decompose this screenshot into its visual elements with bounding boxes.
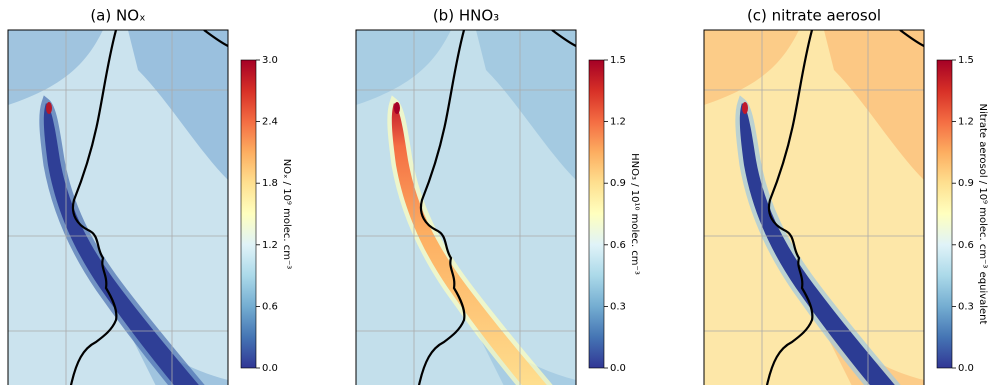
map-patch — [128, 30, 228, 180]
plume — [43, 103, 199, 385]
colorbar-tick-label: 0.3 — [610, 301, 626, 312]
colorbar-tick-label: 1.2 — [610, 117, 626, 128]
map — [8, 30, 228, 385]
coastline — [203, 30, 228, 47]
map-frame — [7, 29, 229, 385]
panel-title: (a) NOₓ — [90, 7, 145, 25]
panel-title: (c) nitrate aerosol — [747, 7, 881, 25]
colorbar-tick-label: 0.6 — [262, 301, 278, 312]
colorbar-tick-label: 1.5 — [610, 55, 626, 66]
colorbar-tick-label: 0.6 — [958, 240, 974, 251]
map-patch — [704, 30, 799, 105]
colorbar-tick-label: 0.6 — [610, 240, 626, 251]
colorbar-label: Nitrate aerosol / 10⁹ molec. cm⁻³ equiva… — [977, 104, 988, 325]
colorbar-tick-label: 0.0 — [958, 363, 974, 374]
colorbar-label: HNO₃ / 10¹⁰ molec. cm⁻³ — [629, 153, 640, 275]
map-frame — [703, 29, 925, 385]
map-patch — [476, 330, 576, 385]
plume — [391, 103, 547, 385]
coastline — [551, 30, 576, 47]
colorbar-tick-label: 2.4 — [262, 117, 278, 128]
coastline — [899, 30, 924, 47]
colorbar-tick-label: 0.0 — [610, 363, 626, 374]
colorbar — [240, 59, 257, 369]
map-panel — [355, 29, 577, 385]
map-frame — [355, 29, 577, 385]
map — [356, 30, 576, 385]
colorbar — [936, 59, 953, 369]
map-patch — [476, 30, 576, 180]
map — [704, 30, 924, 385]
plume-source — [46, 102, 52, 114]
panel-title: (b) HNO₃ — [433, 7, 499, 25]
colorbar-tick-label: 1.5 — [958, 55, 974, 66]
colorbar-tick-label: 3.0 — [262, 55, 278, 66]
colorbar-tick-label: 0.0 — [262, 363, 278, 374]
map-panel — [7, 29, 229, 385]
colorbar — [588, 59, 605, 369]
colorbar-tick-label: 1.8 — [262, 178, 278, 189]
colorbar-label: NOₓ / 10⁹ molec. cm⁻³ — [281, 159, 292, 270]
coastline — [417, 30, 466, 385]
colorbar-tick-label: 1.2 — [958, 117, 974, 128]
map-patch — [824, 330, 924, 385]
map-patch — [824, 30, 924, 180]
coastline — [765, 30, 814, 385]
map-patch — [8, 30, 103, 105]
plume — [739, 103, 895, 385]
colorbar-tick-label: 1.2 — [262, 240, 278, 251]
map-patch — [128, 330, 228, 385]
plume-source — [394, 102, 400, 114]
map-patch — [356, 30, 451, 105]
coastline — [69, 30, 118, 385]
map-panel — [703, 29, 925, 385]
colorbar-tick-label: 0.9 — [958, 178, 974, 189]
colorbar-tick-label: 0.9 — [610, 178, 626, 189]
plume-source — [742, 102, 748, 114]
colorbar-tick-label: 0.3 — [958, 301, 974, 312]
